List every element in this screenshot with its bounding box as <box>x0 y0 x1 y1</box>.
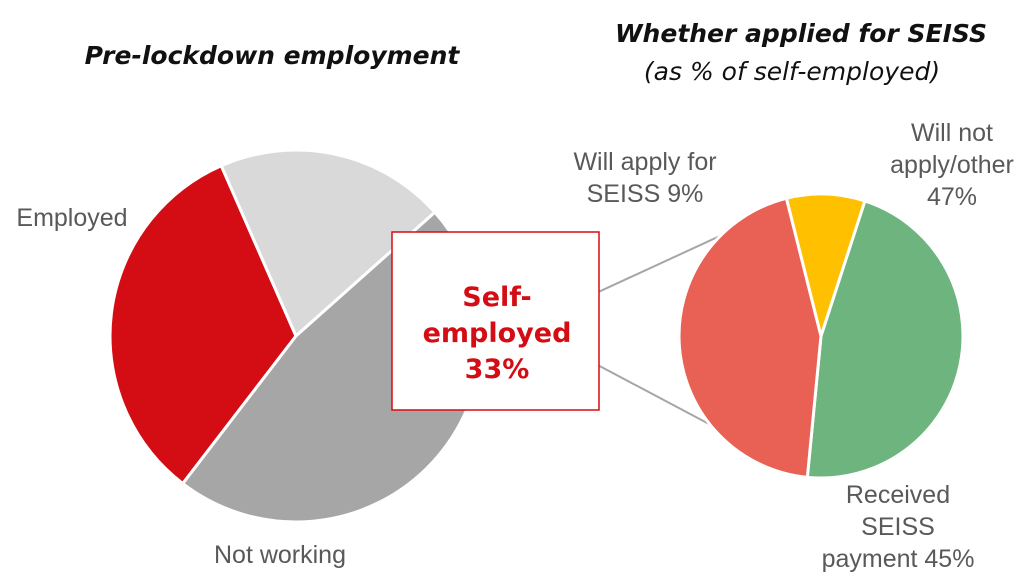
pie-slice-not-working <box>219 148 437 338</box>
pie-slice-self-employed <box>108 164 298 486</box>
self-employed-callout-box <box>391 231 600 411</box>
right-chart-subtitle: (as % of self-employed) <box>644 57 940 86</box>
label-will-not-apply: Will not apply/other 47% <box>890 119 1014 211</box>
label-will-apply: Will apply for SEISS 9% <box>573 148 716 208</box>
left-pie-labels: Employed Not working Self-employed 33% <box>16 204 600 569</box>
pie-slice-will-not-apply-other <box>805 199 965 480</box>
right-pie-labels: Will apply for SEISS 9% Will not apply/othe… <box>573 119 1013 573</box>
left-chart-title: Pre-lockdown employment <box>85 41 461 70</box>
label-received-payment: Received SEISS payment 45% <box>822 481 975 573</box>
right-chart-title: Whether applied for SEISS <box>615 19 987 48</box>
label-self-employed: Self-employed 33% <box>423 282 572 385</box>
label-not-working: Not working <box>214 541 346 569</box>
pie-slice-received-seiss-payment <box>677 196 823 479</box>
label-employed: Employed <box>16 204 127 232</box>
right-pie <box>677 192 965 480</box>
pie-slice-will-apply-for-seiss <box>784 192 867 338</box>
